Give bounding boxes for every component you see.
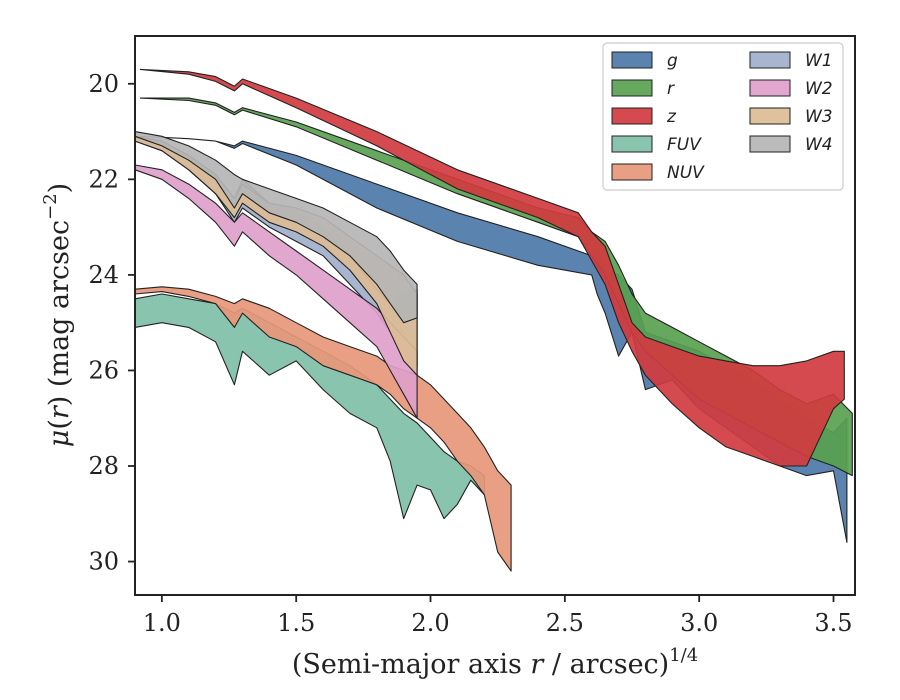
legend-swatch-g	[611, 51, 653, 69]
band-nuv	[134, 286, 512, 572]
legend-label-w4: W4	[805, 135, 833, 155]
legend-label-w1: W1	[805, 51, 833, 71]
x-tick-label: 1.0	[143, 609, 181, 637]
y-axis-title: μ(r) (mag arcsec−2)	[40, 183, 75, 447]
band-series-group	[134, 68, 853, 572]
y-tick-label: 20	[88, 70, 119, 98]
legend-label-nuv: NUV	[667, 163, 705, 183]
band-z	[139, 68, 845, 467]
x-tick-label: 3.5	[814, 609, 852, 637]
y-tick-label: 30	[88, 548, 119, 576]
legend-swatch-r	[611, 79, 653, 97]
legend-swatch-w1	[749, 51, 791, 69]
plot-frame	[134, 35, 856, 596]
band-g	[139, 135, 848, 543]
y-tick-label: 24	[88, 261, 119, 289]
x-tick-label: 1.5	[277, 609, 315, 637]
band-w4	[134, 131, 418, 324]
legend-swatch-w4	[749, 135, 791, 153]
legend-swatch-w3	[749, 107, 791, 125]
x-axis: 1.0 1.5 2.0 2.5 3.0 3.5	[143, 595, 853, 637]
legend: grz FUV NUV W1 W2 W3 W4	[602, 42, 844, 191]
x-tick-label: 2.0	[411, 609, 449, 637]
band-w2	[134, 164, 418, 419]
legend-label-w2: W2	[805, 79, 833, 99]
x-tick-label: 2.5	[546, 609, 584, 637]
x-tick-label: 3.0	[680, 609, 718, 637]
legend-label-w3: W3	[805, 107, 833, 127]
legend-swatch-fuv	[611, 135, 653, 153]
legend-label-fuv: FUV	[667, 135, 702, 155]
x-axis-title: (Semi-major axis r / arcsec)1/4	[292, 645, 698, 680]
legend-swatch-w2	[749, 79, 791, 97]
legend-label-r: r	[667, 79, 675, 99]
legend-label-g: g	[667, 51, 678, 71]
legend-swatch-nuv	[611, 163, 653, 181]
legend-swatch-z	[611, 107, 653, 125]
legend-label-z: z	[666, 107, 677, 127]
y-tick-label: 28	[88, 452, 119, 480]
y-axis: 20 22 24 26 28 30	[88, 70, 135, 576]
y-tick-label: 22	[88, 165, 119, 193]
y-tick-label: 26	[88, 356, 119, 384]
